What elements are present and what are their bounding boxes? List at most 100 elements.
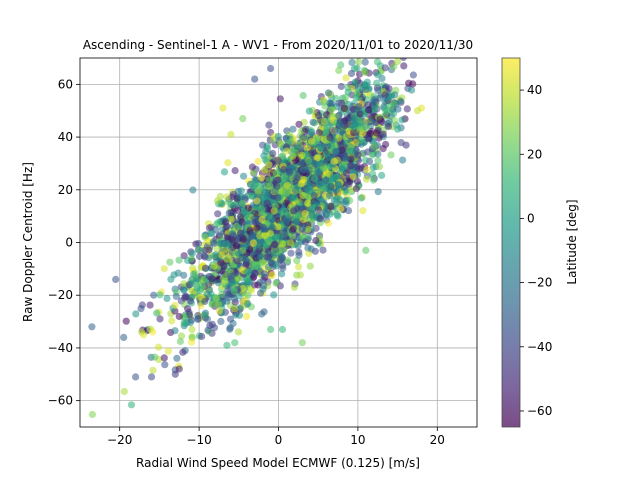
data-point (307, 183, 315, 191)
colorbar-tick-label: −40 (527, 340, 552, 354)
data-point (214, 210, 222, 218)
data-point (190, 270, 198, 278)
colorbar (501, 57, 521, 428)
data-point (223, 255, 231, 263)
data-point (240, 172, 248, 180)
data-point (182, 293, 190, 301)
data-point (205, 224, 214, 232)
data-point (386, 16, 393, 23)
data-point (277, 232, 285, 241)
data-point (228, 236, 237, 244)
data-point (203, 290, 211, 298)
data-point (263, 199, 271, 207)
data-point (240, 208, 248, 216)
colorbar-label: Latitude [deg] (565, 199, 579, 284)
data-point (289, 207, 298, 215)
data-point (317, 144, 325, 152)
data-point (315, 111, 323, 119)
data-point (337, 82, 345, 91)
data-point (310, 175, 318, 183)
data-point (300, 166, 308, 174)
data-point (225, 209, 233, 217)
data-point (217, 251, 225, 259)
data-point (251, 263, 259, 271)
data-point (298, 151, 306, 159)
data-point (213, 245, 221, 253)
data-point (302, 125, 310, 133)
data-point (369, 176, 378, 184)
data-point (352, 185, 360, 193)
data-point (251, 181, 260, 189)
data-point (274, 156, 282, 164)
data-point (374, 157, 382, 165)
data-point (295, 251, 303, 259)
data-point (237, 193, 245, 201)
data-point (278, 253, 286, 261)
data-point (335, 66, 343, 75)
data-point (265, 237, 273, 245)
data-point (359, 149, 367, 157)
data-point (324, 219, 332, 227)
data-point (251, 75, 259, 83)
x-tick-label: −10 (186, 433, 211, 447)
data-point (282, 183, 290, 191)
data-point (219, 104, 227, 112)
data-point (343, 139, 351, 147)
data-point (210, 239, 218, 247)
data-point (320, 98, 329, 106)
data-point (260, 282, 268, 290)
y-tick-label: −60 (48, 394, 73, 408)
data-point (355, 70, 364, 78)
data-point (249, 192, 257, 200)
data-point (396, 97, 404, 105)
data-point (279, 240, 287, 248)
data-point (149, 366, 157, 374)
data-point (120, 333, 128, 341)
data-point (160, 265, 168, 273)
data-point (201, 297, 209, 305)
data-point (195, 245, 203, 254)
data-point (212, 225, 220, 234)
x-tick-label: −20 (107, 433, 132, 447)
data-point (288, 194, 296, 202)
data-point (223, 297, 231, 305)
data-point (274, 194, 282, 202)
data-point (218, 290, 226, 298)
data-point (342, 200, 350, 208)
data-point (305, 158, 313, 167)
data-point (153, 309, 161, 317)
data-point (351, 78, 359, 86)
data-point (319, 246, 327, 254)
data-point (181, 320, 189, 328)
data-point (350, 115, 358, 124)
data-point (271, 202, 279, 210)
data-point (249, 239, 257, 247)
data-point (307, 245, 315, 253)
data-point (390, 109, 398, 117)
data-point (353, 64, 361, 72)
data-point (324, 89, 332, 97)
data-point (248, 163, 256, 171)
data-point (147, 373, 156, 381)
data-point (231, 339, 239, 347)
data-point (268, 271, 276, 279)
data-point (334, 212, 342, 220)
data-point (180, 280, 188, 288)
data-point (232, 242, 240, 250)
data-point (292, 218, 301, 226)
data-point (399, 58, 407, 61)
x-tick-label: 20 (430, 433, 445, 447)
data-point (343, 169, 351, 177)
data-point (253, 224, 261, 232)
data-point (349, 173, 357, 181)
data-point (237, 187, 245, 195)
data-point (234, 223, 242, 231)
data-point (338, 119, 346, 127)
data-point (337, 205, 345, 213)
colorbar-tick-label: 40 (527, 83, 542, 97)
data-point (154, 343, 163, 351)
data-point (315, 180, 323, 188)
data-point (356, 110, 364, 118)
data-point (313, 168, 321, 176)
data-point (261, 166, 269, 174)
